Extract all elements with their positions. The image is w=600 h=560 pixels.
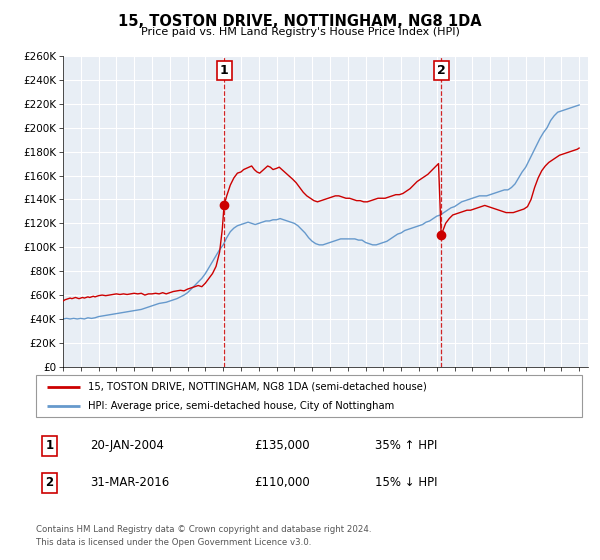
Text: This data is licensed under the Open Government Licence v3.0.: This data is licensed under the Open Gov… bbox=[36, 538, 311, 547]
Text: 31-MAR-2016: 31-MAR-2016 bbox=[91, 477, 170, 489]
FancyBboxPatch shape bbox=[36, 375, 582, 417]
Text: 35% ↑ HPI: 35% ↑ HPI bbox=[374, 439, 437, 452]
Text: 15% ↓ HPI: 15% ↓ HPI bbox=[374, 477, 437, 489]
Text: 2: 2 bbox=[437, 64, 446, 77]
Text: 2: 2 bbox=[46, 477, 54, 489]
Text: £135,000: £135,000 bbox=[254, 439, 310, 452]
Text: £110,000: £110,000 bbox=[254, 477, 310, 489]
Text: Contains HM Land Registry data © Crown copyright and database right 2024.: Contains HM Land Registry data © Crown c… bbox=[36, 525, 371, 534]
Text: 1: 1 bbox=[220, 64, 229, 77]
Text: 20-JAN-2004: 20-JAN-2004 bbox=[91, 439, 164, 452]
Text: 1: 1 bbox=[46, 439, 54, 452]
Text: 15, TOSTON DRIVE, NOTTINGHAM, NG8 1DA (semi-detached house): 15, TOSTON DRIVE, NOTTINGHAM, NG8 1DA (s… bbox=[88, 381, 427, 391]
Text: Price paid vs. HM Land Registry's House Price Index (HPI): Price paid vs. HM Land Registry's House … bbox=[140, 27, 460, 37]
Text: 15, TOSTON DRIVE, NOTTINGHAM, NG8 1DA: 15, TOSTON DRIVE, NOTTINGHAM, NG8 1DA bbox=[118, 14, 482, 29]
Text: HPI: Average price, semi-detached house, City of Nottingham: HPI: Average price, semi-detached house,… bbox=[88, 401, 394, 411]
